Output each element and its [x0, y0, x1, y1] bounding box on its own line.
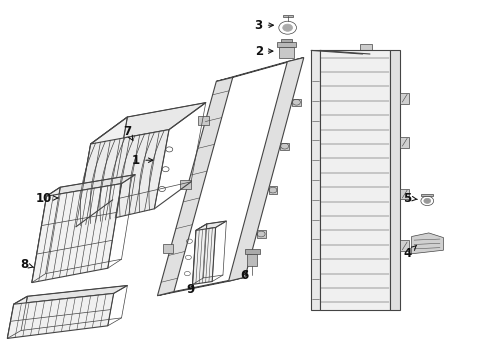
Bar [400, 240, 409, 251]
Text: 9: 9 [186, 283, 194, 296]
Bar [283, 15, 293, 17]
Polygon shape [7, 296, 27, 338]
Polygon shape [14, 285, 127, 304]
Polygon shape [216, 58, 304, 81]
Bar [400, 189, 409, 199]
Bar [390, 50, 400, 310]
Polygon shape [412, 233, 443, 254]
Bar [257, 230, 266, 238]
Polygon shape [76, 117, 127, 227]
Polygon shape [91, 103, 206, 144]
Text: 8: 8 [21, 258, 34, 271]
Bar [247, 254, 257, 266]
Polygon shape [76, 130, 169, 227]
Text: 10: 10 [36, 192, 58, 204]
Polygon shape [228, 58, 304, 281]
Bar [400, 93, 409, 104]
Bar [245, 249, 260, 254]
Bar [292, 99, 301, 106]
Bar [279, 47, 294, 58]
Text: 4: 4 [404, 245, 416, 260]
Bar [311, 50, 320, 310]
Bar [280, 143, 289, 150]
Bar [400, 137, 409, 148]
Bar [360, 44, 372, 53]
Bar [198, 116, 209, 125]
Circle shape [424, 198, 431, 203]
Polygon shape [157, 277, 245, 296]
Polygon shape [193, 228, 216, 284]
Text: 7: 7 [123, 125, 133, 141]
Bar [281, 39, 292, 42]
Polygon shape [47, 175, 135, 196]
Polygon shape [7, 293, 114, 338]
Text: 2: 2 [255, 45, 273, 58]
Polygon shape [32, 184, 122, 283]
Text: 3: 3 [255, 19, 273, 32]
Polygon shape [193, 224, 207, 284]
Bar [421, 194, 433, 196]
Polygon shape [157, 77, 233, 296]
Polygon shape [32, 187, 60, 283]
Bar [320, 50, 390, 310]
Bar [277, 42, 296, 47]
Polygon shape [196, 221, 226, 230]
Bar [180, 180, 191, 189]
Bar [269, 186, 277, 194]
Text: 1: 1 [132, 154, 153, 167]
Text: 6: 6 [240, 269, 248, 282]
Bar [163, 244, 173, 253]
Circle shape [283, 24, 293, 31]
Text: 5: 5 [404, 192, 417, 204]
